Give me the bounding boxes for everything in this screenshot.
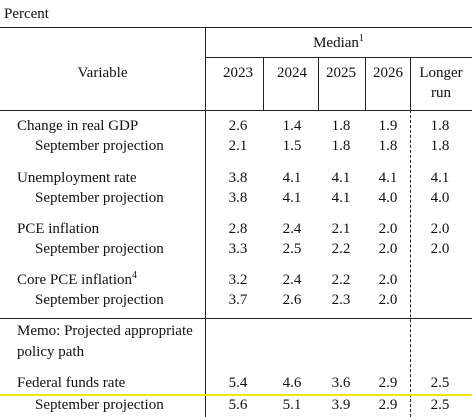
row-label: Unemployment rate bbox=[17, 170, 137, 186]
footnote-mark: 4 bbox=[132, 270, 137, 281]
column-rule bbox=[365, 57, 366, 110]
cell-value: 1.8 bbox=[430, 118, 450, 134]
highlight-line bbox=[0, 394, 472, 396]
cell-value: 5.1 bbox=[282, 397, 302, 413]
cell-value: 2.5 bbox=[430, 375, 450, 391]
cell-value: 2.9 bbox=[378, 397, 398, 413]
cell-value: 1.8 bbox=[331, 138, 351, 154]
rule bbox=[205, 57, 472, 58]
cell-value: 2.4 bbox=[282, 272, 302, 288]
cell-value: 2.6 bbox=[282, 292, 302, 308]
cell-value: 3.6 bbox=[331, 375, 351, 391]
subrow-label: September projection bbox=[35, 292, 164, 308]
cell-value: 4.1 bbox=[378, 170, 398, 186]
column-rule bbox=[205, 27, 206, 417]
cell-value: 5.4 bbox=[228, 375, 248, 391]
column-rule bbox=[410, 57, 411, 110]
year-header: 2026 bbox=[373, 65, 403, 81]
row-label: Federal funds rate bbox=[17, 375, 126, 391]
cell-value: 2.1 bbox=[228, 138, 248, 154]
cell-value: 5.6 bbox=[228, 397, 248, 413]
cell-value: 4.1 bbox=[331, 190, 351, 206]
rule bbox=[0, 27, 472, 28]
cell-value: 2.0 bbox=[430, 241, 450, 257]
cell-value: 2.1 bbox=[331, 221, 351, 237]
cell-value: 2.5 bbox=[282, 241, 302, 257]
cell-value: 2.2 bbox=[331, 272, 351, 288]
cell-value: 2.6 bbox=[228, 118, 248, 134]
row-label: Core PCE inflation4 bbox=[17, 270, 137, 289]
cell-value: 4.0 bbox=[378, 190, 398, 206]
cell-value: 4.0 bbox=[430, 190, 450, 206]
year-header: 2025 bbox=[326, 65, 356, 81]
cell-value: 1.9 bbox=[378, 118, 398, 134]
unit-label: Percent bbox=[4, 6, 49, 22]
subrow-label: September projection bbox=[35, 138, 164, 154]
rule bbox=[0, 110, 472, 111]
longer-run-header: Longer run bbox=[419, 65, 463, 101]
cell-value: 3.2 bbox=[228, 272, 248, 288]
cell-value: 3.8 bbox=[228, 170, 248, 186]
row-label: PCE inflation bbox=[17, 221, 100, 237]
subrow-label: September projection bbox=[35, 190, 164, 206]
cell-value: 2.0 bbox=[378, 221, 398, 237]
cell-value: 2.0 bbox=[430, 221, 450, 237]
subrow-label: September projection bbox=[35, 397, 164, 413]
dashed-rule bbox=[410, 110, 411, 417]
column-rule bbox=[263, 57, 264, 110]
cell-value: 1.5 bbox=[282, 138, 302, 154]
subrow-label: September projection bbox=[35, 241, 164, 257]
median-header: Median1 bbox=[313, 33, 364, 52]
cell-value: 2.0 bbox=[378, 241, 398, 257]
memo-label: Memo: Projected appropriate policy path bbox=[17, 323, 193, 360]
cell-value: 4.1 bbox=[331, 170, 351, 186]
cell-value: 4.1 bbox=[282, 170, 302, 186]
cell-value: 2.4 bbox=[282, 221, 302, 237]
cell-value: 1.8 bbox=[430, 138, 450, 154]
cell-value: 1.8 bbox=[331, 118, 351, 134]
cell-value: 1.8 bbox=[378, 138, 398, 154]
year-header: 2023 bbox=[223, 65, 253, 81]
row-label: Change in real GDP bbox=[17, 118, 139, 134]
cell-value: 2.9 bbox=[378, 375, 398, 391]
cell-value: 4.1 bbox=[430, 170, 450, 186]
cell-value: 3.7 bbox=[228, 292, 248, 308]
year-header: 2024 bbox=[277, 65, 307, 81]
cell-value: 2.2 bbox=[331, 241, 351, 257]
cell-value: 3.3 bbox=[228, 241, 248, 257]
cell-value: 3.8 bbox=[228, 190, 248, 206]
footnote-mark: 1 bbox=[358, 33, 364, 44]
cell-value: 4.6 bbox=[282, 375, 302, 391]
column-rule bbox=[318, 57, 319, 110]
rule bbox=[0, 318, 472, 319]
variable-header: Variable bbox=[77, 65, 128, 81]
cell-value: 2.3 bbox=[331, 292, 351, 308]
cell-value: 2.8 bbox=[228, 221, 248, 237]
cell-value: 4.1 bbox=[282, 190, 302, 206]
cell-value: 2.0 bbox=[378, 272, 398, 288]
cell-value: 3.9 bbox=[331, 397, 351, 413]
cell-value: 2.5 bbox=[430, 397, 450, 413]
cell-value: 1.4 bbox=[282, 118, 302, 134]
cell-value: 2.0 bbox=[378, 292, 398, 308]
